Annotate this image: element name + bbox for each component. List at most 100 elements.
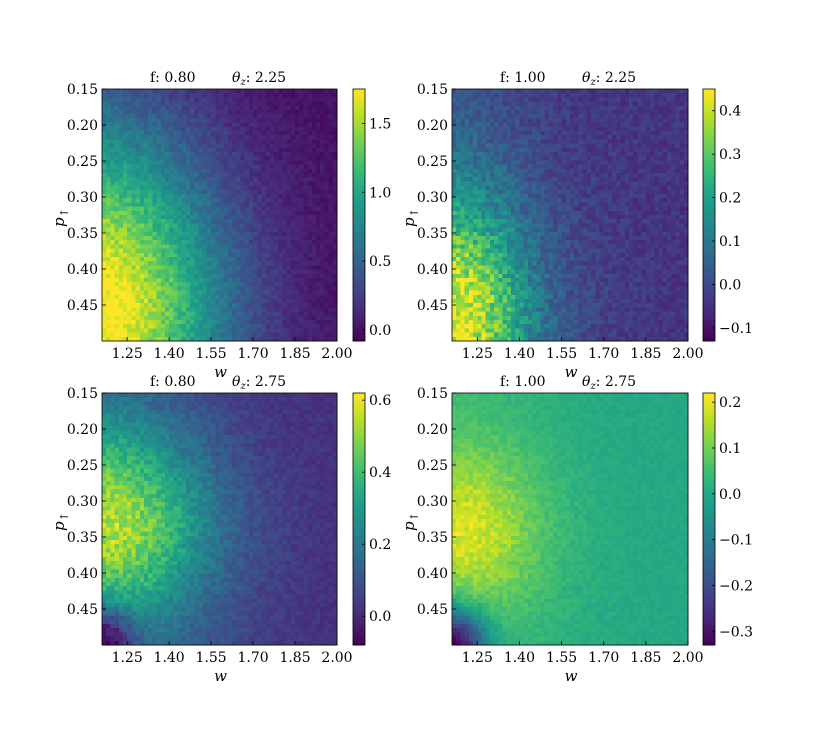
heatmap-cell <box>452 181 457 186</box>
heatmap-cell <box>286 219 292 224</box>
heatmap-cell <box>227 278 233 283</box>
heatmap-cell <box>548 143 554 149</box>
heatmap-cell <box>219 198 225 203</box>
heatmap-cell <box>303 227 309 233</box>
heatmap-cell <box>202 181 208 186</box>
heatmap-cell <box>452 202 457 207</box>
heatmap-cell <box>658 147 664 153</box>
heatmap-cell <box>198 290 204 296</box>
heatmap-cell <box>131 244 136 249</box>
heatmap-cell <box>532 185 537 191</box>
heatmap-cell <box>316 164 321 170</box>
heatmap-cell <box>202 252 208 258</box>
heatmap-cell <box>616 160 621 165</box>
heatmap-cell <box>269 185 275 191</box>
heatmap-cell <box>169 290 174 296</box>
heatmap-cell <box>114 219 120 224</box>
heatmap-cell <box>290 152 296 157</box>
heatmap-cell <box>215 152 220 157</box>
heatmap-cell <box>286 168 292 174</box>
heatmap-cell <box>527 152 533 157</box>
heatmap-cell <box>515 131 520 136</box>
heatmap-cell <box>143 164 149 170</box>
heatmap-cell <box>603 181 609 186</box>
heatmap-cell <box>206 118 212 123</box>
heatmap-cell <box>244 294 250 300</box>
heatmap-cell <box>135 202 141 207</box>
heatmap-cell <box>324 152 330 157</box>
heatmap-cell <box>311 315 317 321</box>
heatmap-cell <box>148 194 153 199</box>
heatmap-cell <box>603 89 609 94</box>
heatmap-cell <box>299 320 304 325</box>
heatmap-cell <box>307 328 313 333</box>
heatmap-cell <box>561 198 567 203</box>
heatmap-cell <box>232 294 237 300</box>
heatmap-cell <box>307 290 313 296</box>
heatmap-cell <box>666 131 672 136</box>
heatmap-cell <box>135 156 141 161</box>
heatmap-cell <box>511 110 516 115</box>
heatmap-cell <box>320 105 325 111</box>
heatmap-cell <box>152 223 157 228</box>
heatmap-cell <box>160 282 166 287</box>
heatmap-cell <box>102 185 107 191</box>
heatmap-cell <box>282 336 288 342</box>
heatmap-cell <box>303 181 309 186</box>
heatmap-cell <box>654 160 659 165</box>
heatmap-cell <box>295 126 300 132</box>
heatmap-cell <box>118 173 124 178</box>
heatmap-cell <box>299 273 304 279</box>
heatmap-cell <box>324 114 330 119</box>
heatmap-cell <box>654 143 659 149</box>
heatmap-cell <box>206 93 212 98</box>
heatmap-cell <box>519 110 525 115</box>
heatmap-cell <box>122 282 128 287</box>
heatmap-cell <box>295 303 300 308</box>
heatmap-cell <box>211 89 216 94</box>
heatmap-cell <box>106 303 111 308</box>
heatmap-cell <box>316 131 321 136</box>
heatmap-cell <box>152 307 157 312</box>
heatmap-cell <box>135 269 141 275</box>
heatmap-cell <box>122 244 128 249</box>
heatmap-cell <box>164 299 170 304</box>
heatmap-cell <box>311 135 317 140</box>
heatmap-cell <box>519 160 525 165</box>
heatmap-cell <box>316 114 321 119</box>
heatmap-cell <box>173 257 178 262</box>
heatmap-cell <box>156 202 162 207</box>
heatmap-cell <box>532 93 537 98</box>
heatmap-cell <box>460 177 466 182</box>
heatmap-cell <box>181 261 187 266</box>
heatmap-cell <box>194 324 199 329</box>
heatmap-cell <box>295 189 300 195</box>
heatmap-cell <box>236 273 241 279</box>
heatmap-cell <box>156 252 162 258</box>
heatmap-cell <box>324 101 330 107</box>
heatmap-cell <box>683 105 689 111</box>
heatmap-cell <box>511 168 516 174</box>
heatmap-cell <box>595 135 600 140</box>
heatmap-cell <box>328 89 334 94</box>
heatmap-cell <box>557 118 562 123</box>
heatmap-cell <box>324 269 330 275</box>
heatmap-cell <box>316 328 321 333</box>
heatmap-cell <box>265 223 271 228</box>
heatmap-cell <box>156 105 162 111</box>
heatmap-cell <box>666 185 672 191</box>
heatmap-cell <box>248 147 254 153</box>
heatmap-cell <box>299 206 304 212</box>
heatmap-cell <box>532 147 537 153</box>
heatmap-cell <box>494 118 499 123</box>
heatmap-cell <box>548 160 554 165</box>
heatmap-cell <box>290 257 296 262</box>
heatmap-cell <box>561 101 567 107</box>
heatmap-cell <box>143 177 149 182</box>
heatmap-cell <box>548 147 554 153</box>
heatmap-cell <box>139 252 145 258</box>
heatmap-cell <box>452 177 457 182</box>
heatmap-cell <box>286 265 292 270</box>
heatmap-cell <box>328 307 334 312</box>
heatmap-cell <box>574 139 579 144</box>
